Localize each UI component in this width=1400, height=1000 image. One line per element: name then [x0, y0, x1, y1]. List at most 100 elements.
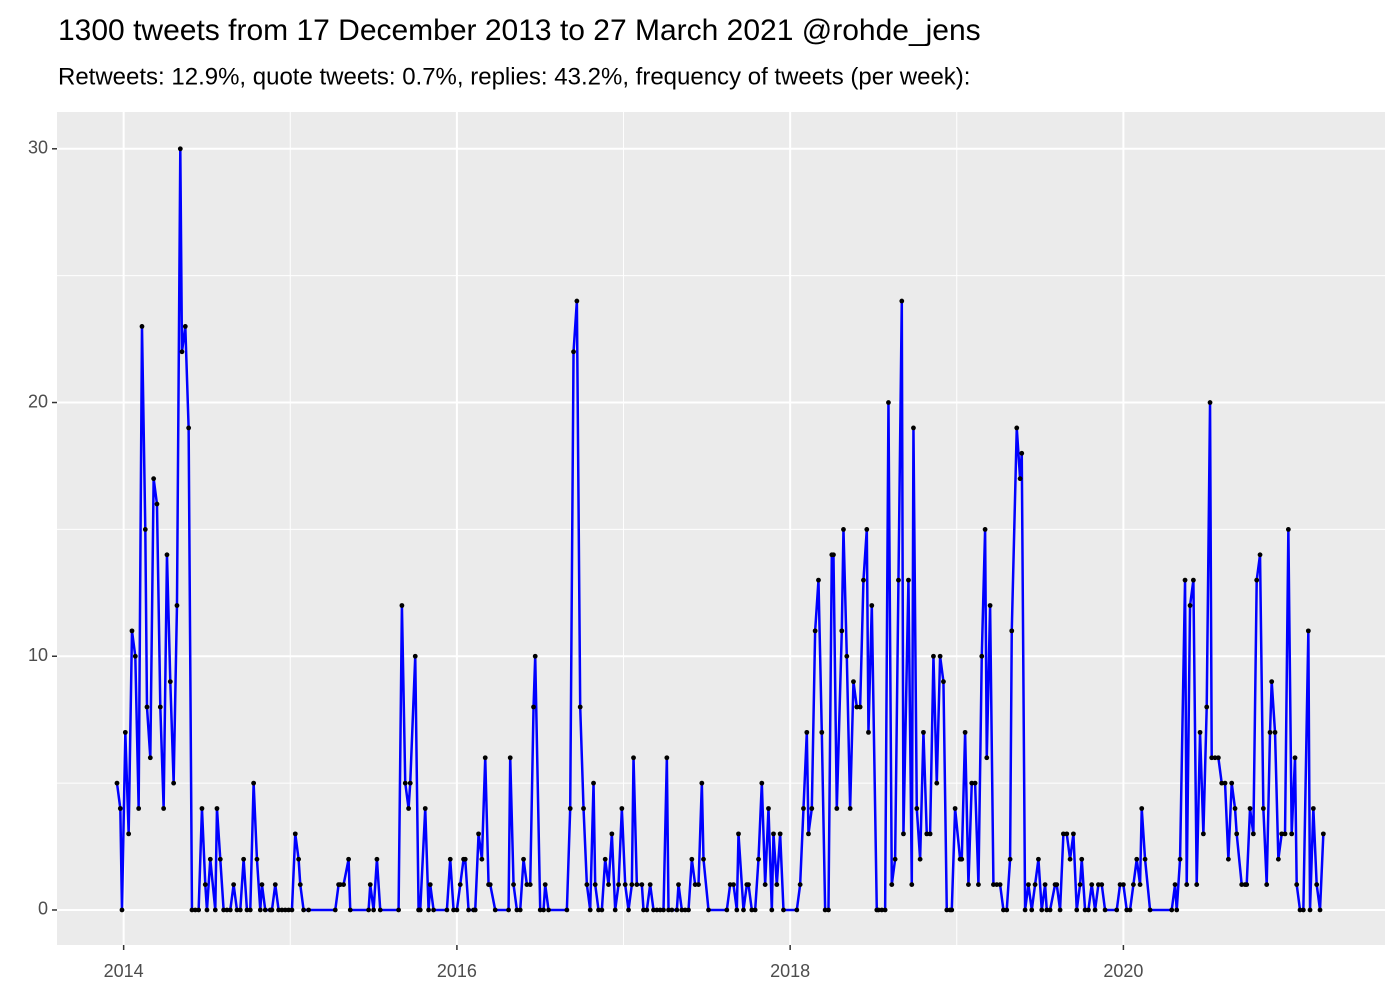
- data-point: [1127, 907, 1133, 913]
- data-point: [174, 603, 180, 608]
- data-point: [909, 882, 915, 888]
- y-tick-label: 20: [28, 391, 48, 411]
- data-point: [1260, 806, 1266, 811]
- x-tick-label: 2020: [1103, 961, 1143, 981]
- data-point: [1067, 856, 1073, 862]
- data-point: [406, 806, 411, 811]
- data-point: [1120, 882, 1126, 888]
- data-point: [759, 780, 765, 786]
- data-point: [1187, 603, 1193, 608]
- data-point: [1134, 856, 1140, 862]
- data-point: [366, 907, 371, 913]
- data-point: [247, 907, 253, 913]
- data-point: [984, 755, 990, 761]
- data-point: [944, 907, 950, 913]
- data-point: [771, 831, 776, 837]
- data-point: [756, 856, 761, 862]
- data-point: [1042, 882, 1048, 888]
- data-point: [979, 653, 985, 659]
- data-point: [506, 907, 511, 913]
- data-point: [119, 907, 125, 913]
- data-point: [1009, 628, 1015, 634]
- data-point: [527, 882, 533, 888]
- data-point: [924, 831, 930, 837]
- data-point: [906, 577, 911, 583]
- chart-subtitle: Retweets: 12.9%, quote tweets: 0.7%, rep…: [58, 63, 970, 90]
- data-point: [1239, 882, 1245, 888]
- data-point: [279, 907, 285, 913]
- data-point: [1036, 856, 1041, 862]
- data-point: [927, 831, 933, 837]
- data-point: [1142, 856, 1148, 862]
- data-point: [1117, 882, 1123, 888]
- data-point: [192, 907, 198, 913]
- data-point: [797, 882, 803, 888]
- data-point: [462, 856, 468, 862]
- data-point: [1147, 907, 1153, 913]
- data-point: [839, 628, 845, 634]
- data-point: [466, 907, 471, 913]
- data-point: [1079, 856, 1085, 862]
- data-point: [431, 907, 436, 913]
- data-point: [674, 907, 680, 913]
- data-point: [889, 882, 895, 888]
- data-point: [1044, 907, 1050, 913]
- data-point: [1026, 882, 1031, 888]
- data-point: [254, 856, 260, 862]
- data-point: [777, 831, 783, 837]
- data-point: [1215, 755, 1221, 761]
- data-point: [701, 856, 706, 862]
- data-point: [479, 856, 485, 862]
- data-point: [1207, 400, 1213, 405]
- data-point: [1244, 882, 1250, 888]
- data-point: [571, 349, 576, 355]
- data-point: [1014, 425, 1020, 431]
- data-point: [941, 679, 946, 685]
- data-point: [337, 882, 343, 888]
- data-point: [596, 907, 601, 913]
- data-point: [647, 882, 653, 888]
- data-point: [994, 882, 1000, 888]
- data-point: [1029, 907, 1035, 913]
- data-point: [801, 806, 806, 811]
- data-point: [901, 831, 906, 837]
- data-point: [1285, 526, 1291, 532]
- data-point: [997, 882, 1003, 888]
- data-point: [669, 907, 675, 913]
- data-point: [804, 729, 810, 735]
- data-point: [476, 831, 481, 837]
- data-point: [272, 882, 278, 888]
- data-point: [809, 806, 815, 811]
- data-point: [616, 882, 621, 888]
- data-point: [399, 603, 405, 608]
- data-point: [676, 882, 681, 888]
- data-point: [257, 907, 263, 913]
- data-point: [1172, 882, 1178, 888]
- data-point: [972, 780, 978, 786]
- data-point: [157, 704, 163, 710]
- data-point: [1269, 679, 1275, 685]
- data-point: [212, 907, 218, 913]
- data-point: [1204, 704, 1210, 710]
- data-point: [879, 907, 885, 913]
- data-point: [1289, 831, 1295, 837]
- data-point: [781, 907, 786, 913]
- data-point: [1137, 882, 1143, 888]
- data-point: [1089, 882, 1095, 888]
- data-point: [422, 806, 428, 811]
- data-point: [1017, 476, 1023, 482]
- data-point: [917, 856, 923, 862]
- data-point: [1032, 882, 1038, 888]
- y-tick-label: 10: [28, 645, 48, 665]
- data-point: [292, 831, 298, 837]
- data-point: [762, 882, 768, 888]
- y-tick-label: 0: [38, 899, 48, 919]
- data-point: [1279, 831, 1285, 837]
- data-point: [147, 755, 153, 761]
- data-point: [417, 907, 423, 913]
- data-point: [962, 729, 968, 735]
- data-point: [244, 907, 250, 913]
- plot-panel: [57, 112, 1385, 945]
- data-point: [1219, 780, 1225, 786]
- data-point: [199, 806, 205, 811]
